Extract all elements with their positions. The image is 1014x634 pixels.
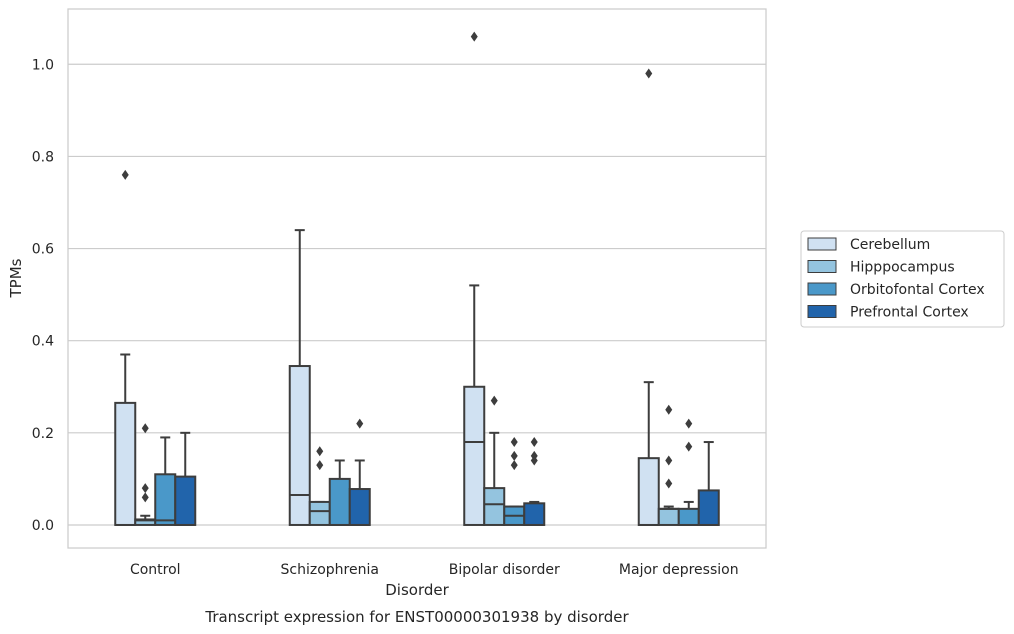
- box-body: [348, 488, 371, 526]
- outlier-point: [316, 446, 324, 457]
- box-4-2: [348, 418, 371, 526]
- box-body: [697, 489, 720, 526]
- box-body: [677, 507, 700, 526]
- box-body: [308, 500, 331, 526]
- outlier-point: [121, 169, 129, 180]
- box-2-2: [308, 446, 331, 526]
- box-1-4: [637, 68, 660, 526]
- outlier-point: [510, 450, 518, 461]
- x-axis-label: Disorder: [385, 581, 449, 599]
- box-3-3: [503, 437, 526, 526]
- legend-label: Orbitofontal Cortex: [850, 282, 985, 298]
- box-body: [328, 477, 351, 526]
- box-4-1: [174, 431, 197, 526]
- outlier-point: [141, 492, 149, 503]
- box-2-1: [134, 423, 157, 526]
- box-2-4: [657, 404, 680, 526]
- legend-swatch: [807, 282, 837, 296]
- outlier-point: [665, 455, 673, 466]
- legend-swatch: [807, 305, 837, 318]
- box-3-4: [677, 418, 700, 526]
- box-3-1: [154, 436, 177, 526]
- x-tick-label: Schizophrenia: [281, 562, 379, 578]
- legend-label: Prefrontal Cortex: [850, 305, 969, 321]
- figure-caption: Transcript expression for ENST0000030193…: [204, 608, 629, 626]
- box-body: [463, 385, 486, 526]
- box-body: [657, 507, 680, 526]
- legend-label: Hipppocampus: [850, 260, 955, 276]
- outlier-point: [141, 423, 149, 434]
- y-tick-label: 0.4: [32, 334, 54, 350]
- legend: Cerebellum Hipppocampus Orbitofontal Corte…: [800, 230, 1005, 328]
- outlier-point: [685, 441, 693, 452]
- box-1-2: [288, 229, 311, 526]
- box-body: [114, 401, 137, 526]
- legend-label: Cerebellum: [850, 237, 930, 253]
- outlier-point: [645, 68, 653, 79]
- y-tick-label: 0.6: [32, 242, 54, 258]
- y-axis-label: TPMs: [7, 258, 25, 298]
- y-tick-label: 0.2: [32, 426, 54, 442]
- x-tick-label: Control: [130, 562, 181, 578]
- box-4-4: [697, 441, 720, 526]
- outlier-point: [141, 483, 149, 494]
- box-body: [523, 502, 546, 526]
- box-1-1: [114, 169, 137, 526]
- plot-frame: [67, 8, 767, 549]
- y-tick-label: 0.0: [32, 518, 54, 534]
- grid-lines: [68, 63, 766, 526]
- outlier-point: [490, 395, 498, 406]
- x-tick-label: Bipolar disorder: [449, 562, 560, 578]
- box-2-3: [483, 395, 506, 526]
- x-tick-label: Major depression: [619, 562, 739, 578]
- box-body: [154, 473, 177, 526]
- outlier-point: [530, 437, 538, 448]
- plot-area: [114, 31, 720, 526]
- box-body: [174, 475, 197, 526]
- legend-frame: [800, 230, 1005, 328]
- outlier-point: [510, 460, 518, 471]
- y-tick-label: 1.0: [32, 57, 54, 73]
- box-1-3: [463, 31, 486, 526]
- box-3-2: [328, 459, 351, 526]
- legend-swatch: [807, 260, 837, 273]
- box-body: [483, 487, 506, 526]
- outlier-point: [356, 418, 364, 429]
- outlier-point: [665, 478, 673, 489]
- box-body: [288, 365, 311, 526]
- outlier-point: [510, 437, 518, 448]
- outlier-point: [665, 404, 673, 415]
- outlier-point: [470, 31, 478, 42]
- outlier-point: [530, 450, 538, 461]
- y-tick-label: 0.8: [32, 149, 54, 165]
- box-body: [637, 457, 660, 526]
- legend-swatch: [807, 237, 837, 251]
- outlier-point: [685, 418, 693, 429]
- box-4-3: [523, 437, 546, 526]
- y-axis-ticks: 0.0 0.2 0.4 0.6 0.8 1.0: [32, 57, 54, 534]
- outlier-point: [316, 460, 324, 471]
- x-axis-ticks: Control Schizophrenia Bipolar disorder Majo…: [130, 562, 739, 578]
